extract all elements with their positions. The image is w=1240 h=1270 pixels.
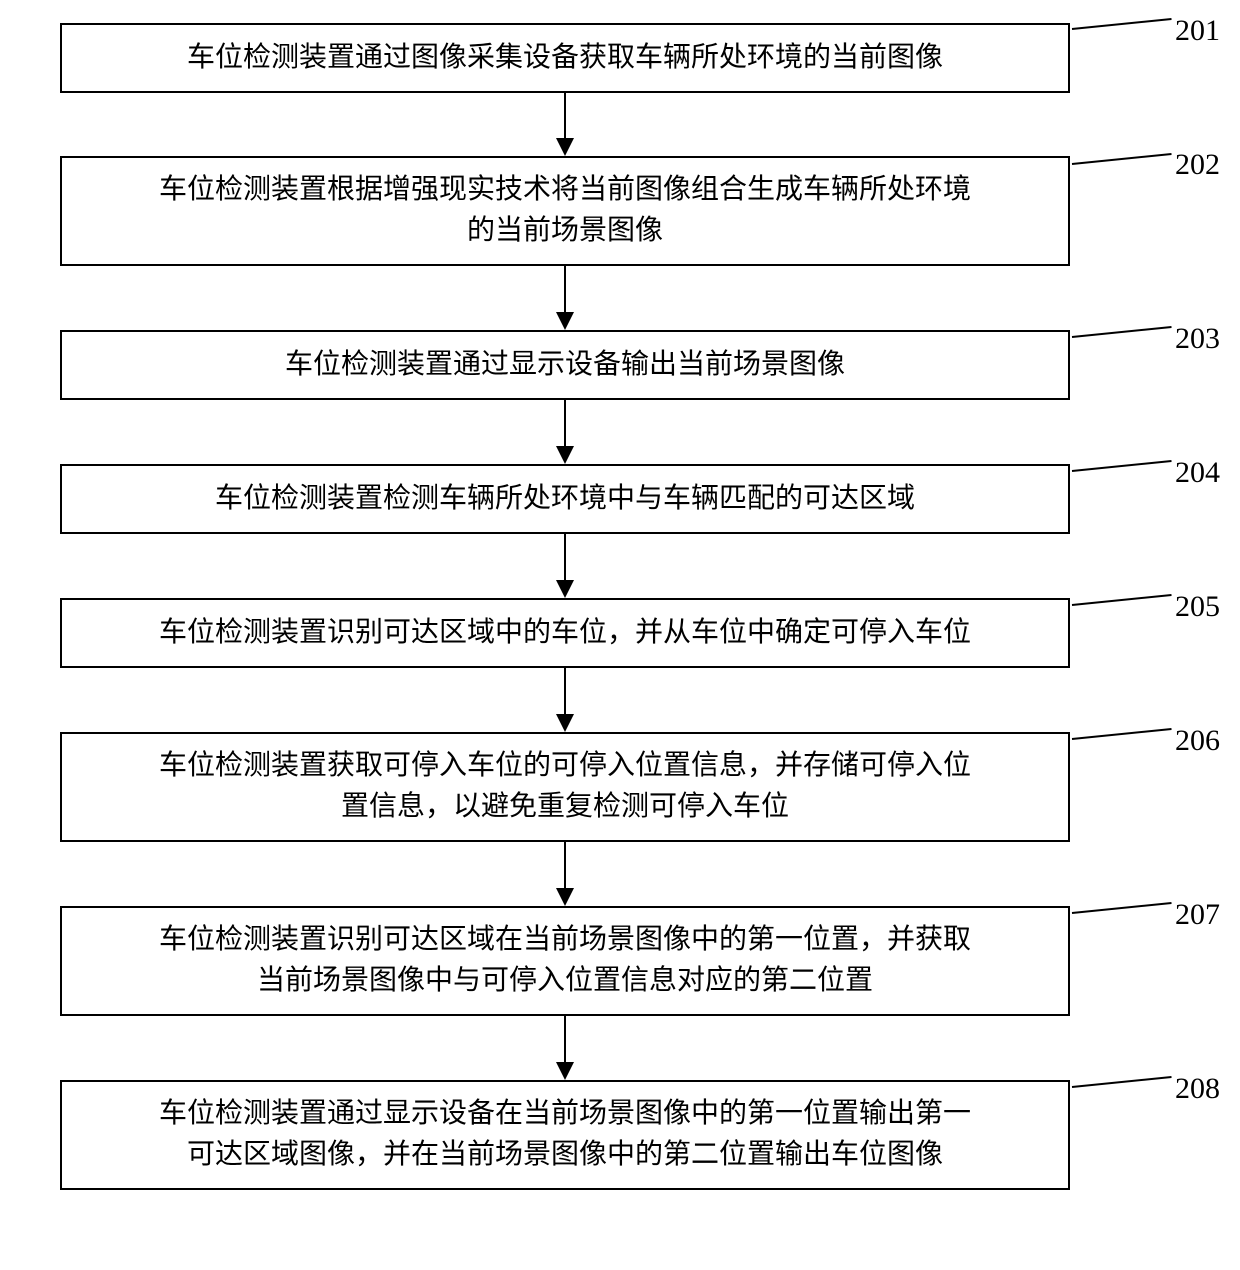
- arrow-shaft: [564, 842, 567, 888]
- flow-node-text: 可达区域图像，并在当前场景图像中的第二位置输出车位图像: [159, 1135, 971, 1176]
- flow-node-label-205: 205: [1175, 590, 1220, 624]
- flow-node-label-203: 203: [1175, 322, 1220, 356]
- flow-node-label-201: 201: [1175, 14, 1220, 48]
- arrow-head: [556, 1062, 574, 1080]
- flow-node-text: 车位检测装置通过图像采集设备获取车辆所处环境的当前图像: [187, 38, 943, 79]
- leader-line: [1072, 728, 1171, 740]
- flow-node-text: 车位检测装置通过显示设备输出当前场景图像: [285, 345, 845, 386]
- leader-line: [1072, 153, 1171, 165]
- leader-line: [1072, 18, 1171, 30]
- flow-node-n205: 车位检测装置识别可达区域中的车位，并从车位中确定可停入车位: [60, 598, 1070, 668]
- flow-node-label-204: 204: [1175, 456, 1220, 490]
- flow-node-text: 置信息，以避免重复检测可停入车位: [159, 787, 971, 828]
- flow-arrow-2: [564, 400, 567, 464]
- leader-line: [1072, 326, 1171, 338]
- leader-line: [1072, 1076, 1171, 1088]
- flow-node-n206: 车位检测装置获取可停入车位的可停入位置信息，并存储可停入位置信息，以避免重复检测…: [60, 732, 1070, 842]
- flow-arrow-4: [564, 668, 567, 732]
- flow-arrow-6: [564, 1016, 567, 1080]
- flow-node-text: 车位检测装置识别可达区域在当前场景图像中的第一位置，并获取: [159, 920, 971, 961]
- arrow-shaft: [564, 534, 567, 580]
- arrow-head: [556, 888, 574, 906]
- arrow-head: [556, 714, 574, 732]
- arrow-head: [556, 446, 574, 464]
- leader-line: [1072, 594, 1171, 606]
- arrow-shaft: [564, 400, 567, 446]
- flow-arrow-5: [564, 842, 567, 906]
- flow-node-label-202: 202: [1175, 148, 1220, 182]
- arrow-head: [556, 312, 574, 330]
- leader-line: [1072, 460, 1171, 472]
- flow-node-text: 车位检测装置获取可停入车位的可停入位置信息，并存储可停入位: [159, 746, 971, 787]
- flow-node-label-206: 206: [1175, 724, 1220, 758]
- arrow-shaft: [564, 1016, 567, 1062]
- flow-node-n201: 车位检测装置通过图像采集设备获取车辆所处环境的当前图像: [60, 23, 1070, 93]
- flow-node-text: 当前场景图像中与可停入位置信息对应的第二位置: [159, 961, 971, 1002]
- flow-node-text: 车位检测装置通过显示设备在当前场景图像中的第一位置输出第一: [159, 1094, 971, 1135]
- arrow-shaft: [564, 668, 567, 714]
- flow-node-n202: 车位检测装置根据增强现实技术将当前图像组合生成车辆所处环境的当前场景图像: [60, 156, 1070, 266]
- flow-node-text: 车位检测装置检测车辆所处环境中与车辆匹配的可达区域: [215, 479, 915, 520]
- flow-node-label-207: 207: [1175, 898, 1220, 932]
- leader-line: [1072, 902, 1171, 914]
- flow-node-label-208: 208: [1175, 1072, 1220, 1106]
- arrow-head: [556, 138, 574, 156]
- flow-node-n207: 车位检测装置识别可达区域在当前场景图像中的第一位置，并获取当前场景图像中与可停入…: [60, 906, 1070, 1016]
- flow-node-n203: 车位检测装置通过显示设备输出当前场景图像: [60, 330, 1070, 400]
- flow-node-text: 车位检测装置识别可达区域中的车位，并从车位中确定可停入车位: [159, 613, 971, 654]
- arrow-shaft: [564, 266, 567, 312]
- flowchart-canvas: 车位检测装置通过图像采集设备获取车辆所处环境的当前图像 201 车位检测装置根据增强…: [0, 0, 1240, 1270]
- flow-arrow-3: [564, 534, 567, 598]
- arrow-head: [556, 580, 574, 598]
- flow-node-text: 的当前场景图像: [159, 211, 971, 252]
- arrow-shaft: [564, 93, 567, 138]
- flow-arrow-0: [564, 93, 567, 156]
- flow-node-n204: 车位检测装置检测车辆所处环境中与车辆匹配的可达区域: [60, 464, 1070, 534]
- flow-node-n208: 车位检测装置通过显示设备在当前场景图像中的第一位置输出第一可达区域图像，并在当前…: [60, 1080, 1070, 1190]
- flow-node-text: 车位检测装置根据增强现实技术将当前图像组合生成车辆所处环境: [159, 170, 971, 211]
- flow-arrow-1: [564, 266, 567, 330]
